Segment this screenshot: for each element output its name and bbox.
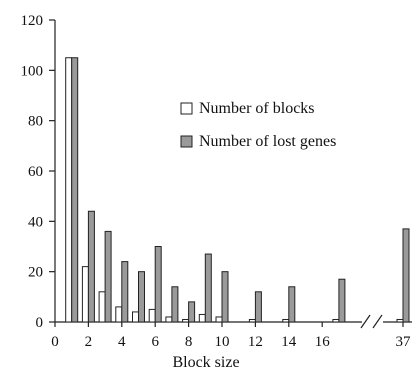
bar-number-of-blocks bbox=[81, 266, 89, 323]
bar-number-of-lost-genes bbox=[188, 301, 196, 323]
bar-number-of-blocks bbox=[132, 311, 139, 323]
bar-number-of-blocks bbox=[332, 318, 340, 323]
bar-number-of-blocks bbox=[182, 318, 190, 323]
bar-number-of-lost-genes bbox=[254, 291, 262, 323]
bar-number-of-lost-genes bbox=[338, 278, 346, 323]
x-tick-label: 10 bbox=[215, 334, 230, 350]
bar-number-of-lost-genes bbox=[71, 57, 79, 323]
x-tick-label: 8 bbox=[185, 334, 193, 350]
bar-number-of-blocks bbox=[282, 318, 290, 323]
chart-bars bbox=[65, 57, 410, 323]
bar-number-of-lost-genes bbox=[402, 228, 410, 323]
y-tick-label: 60 bbox=[28, 164, 43, 180]
y-tick-label: 120 bbox=[21, 13, 44, 29]
legend-label-number-of-lost-genes: Number of lost genes bbox=[199, 133, 336, 150]
legend-label-number-of-blocks: Number of blocks bbox=[199, 100, 315, 117]
bar-number-of-blocks bbox=[165, 316, 173, 323]
x-axis-title: Block size bbox=[172, 354, 239, 371]
legend: Number of blocks Number of lost genes bbox=[180, 100, 336, 150]
bar-number-of-lost-genes bbox=[138, 271, 145, 323]
bar-number-of-lost-genes bbox=[104, 230, 112, 323]
axis-break-mark bbox=[372, 314, 383, 329]
y-tick-label: 0 bbox=[36, 315, 44, 331]
bar-number-of-lost-genes bbox=[171, 286, 179, 323]
x-tick-label: 14 bbox=[281, 334, 297, 350]
bar-number-of-lost-genes bbox=[221, 271, 229, 323]
bar-number-of-lost-genes bbox=[121, 261, 129, 323]
x-tick-label: 2 bbox=[85, 334, 93, 350]
x-tick-label: 12 bbox=[248, 334, 263, 350]
x-tick-label: 0 bbox=[51, 334, 59, 350]
x-tick-label: 4 bbox=[118, 334, 126, 350]
axis-break-mark bbox=[360, 314, 371, 329]
x-tick-label: 37 bbox=[396, 334, 412, 350]
y-tick-label: 20 bbox=[28, 265, 43, 281]
y-axis-ticks: 0 20 40 60 80 100 120 bbox=[21, 13, 55, 331]
bar-number-of-blocks bbox=[65, 57, 73, 323]
bar-number-of-lost-genes bbox=[288, 286, 296, 323]
bar-number-of-blocks bbox=[396, 318, 404, 323]
y-tick-label: 40 bbox=[28, 214, 43, 230]
x-tick-label: 16 bbox=[315, 334, 331, 350]
legend-swatch-number-of-blocks bbox=[180, 102, 193, 115]
bar-number-of-lost-genes bbox=[204, 253, 212, 323]
bar-number-of-lost-genes bbox=[87, 210, 95, 323]
y-tick-label: 100 bbox=[21, 63, 44, 79]
bar-number-of-blocks bbox=[248, 318, 256, 323]
legend-swatch-number-of-lost-genes bbox=[180, 135, 193, 148]
bar-number-of-blocks bbox=[148, 308, 156, 323]
bar-number-of-blocks bbox=[98, 291, 106, 323]
y-tick-label: 80 bbox=[28, 114, 43, 130]
bar-number-of-blocks bbox=[198, 313, 206, 323]
x-axis-ticks: 0 2 4 6 8 10 12 14 16 37 bbox=[51, 322, 411, 350]
bar-number-of-lost-genes bbox=[154, 246, 162, 323]
x-tick-label: 6 bbox=[151, 334, 159, 350]
bar-number-of-blocks bbox=[215, 316, 223, 323]
bar-number-of-blocks bbox=[115, 306, 123, 323]
